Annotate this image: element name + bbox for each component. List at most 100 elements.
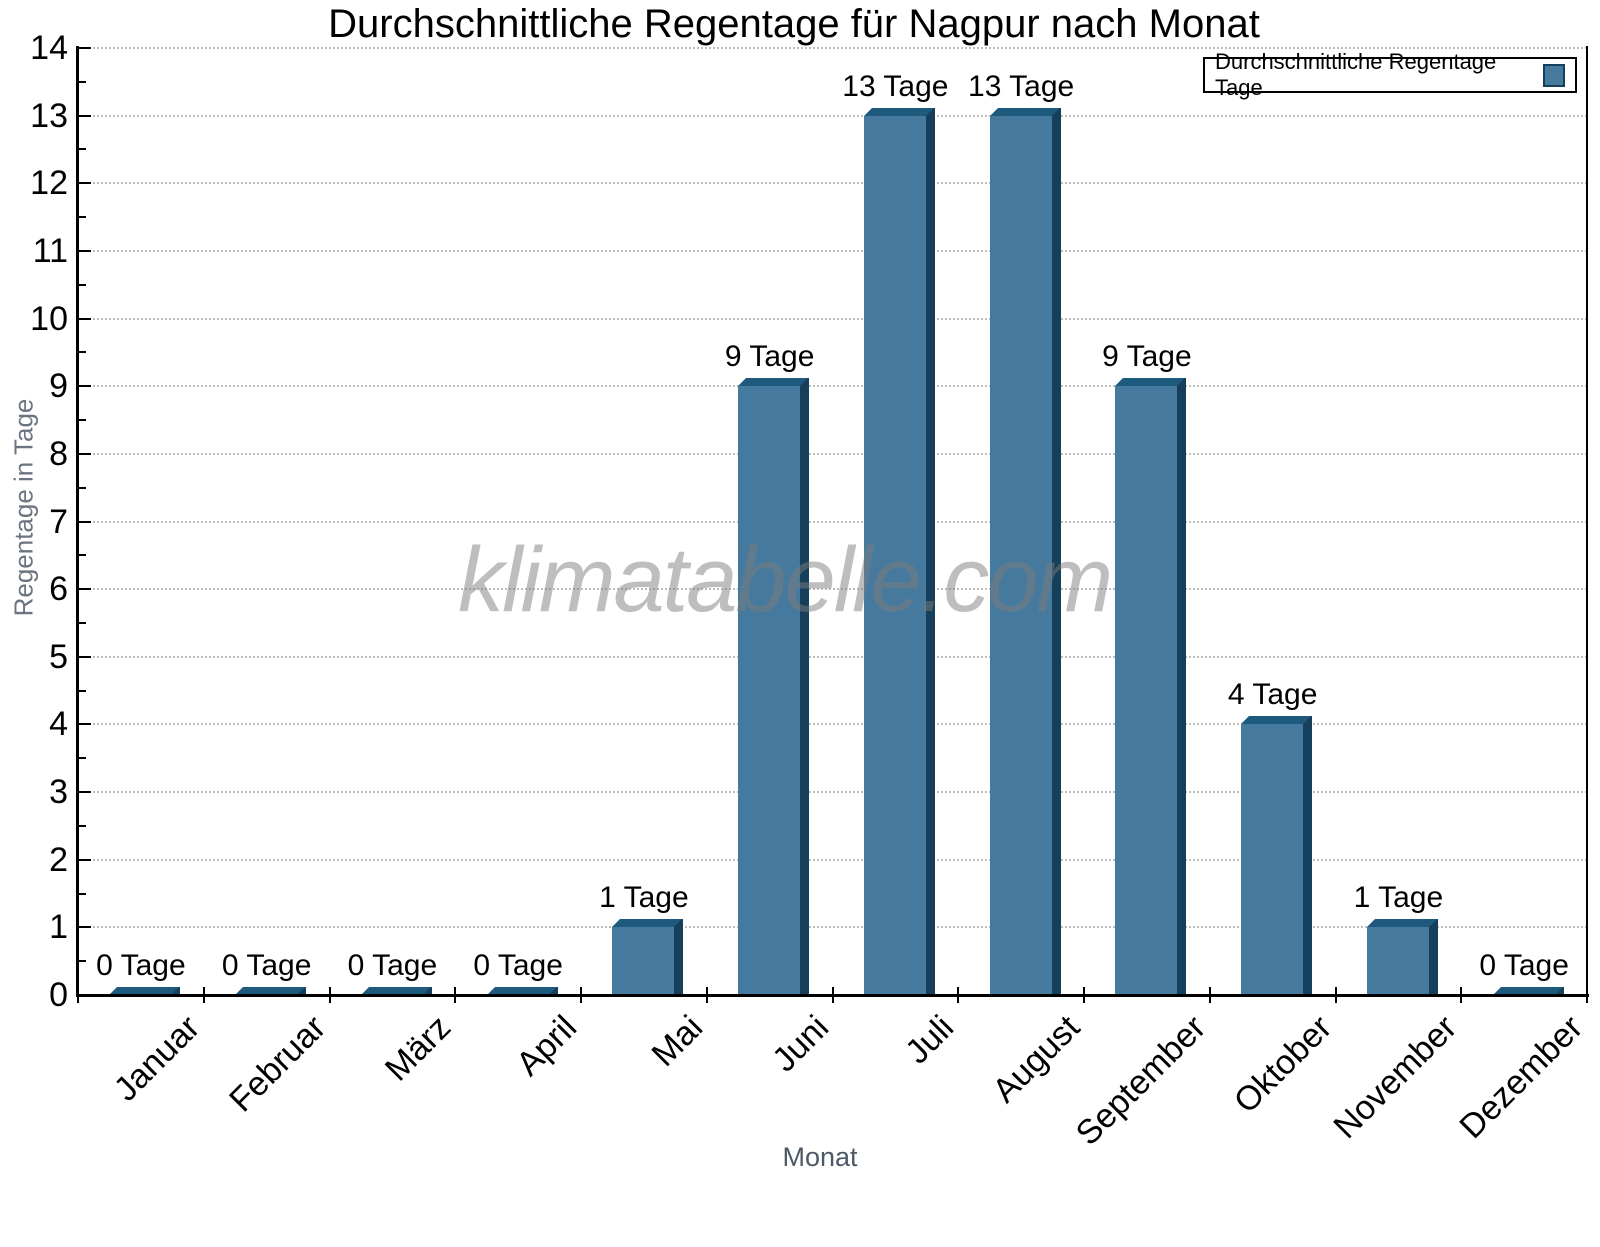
y-tick-label: 14: [30, 29, 68, 67]
y-tick-label: 11: [32, 231, 68, 270]
bar-side-face: [1303, 716, 1313, 995]
y-major-tick: [78, 994, 91, 996]
bar: [1241, 724, 1304, 995]
bar-side-face: [1554, 987, 1564, 995]
y-gridline: [78, 114, 1587, 117]
x-tick: [580, 987, 582, 1003]
y-gridline: [78, 520, 1587, 523]
bar: [989, 115, 1052, 995]
y-gridline: [78, 385, 1587, 388]
y-tick-label: 9: [49, 367, 68, 406]
y-gridline: [78, 317, 1587, 320]
x-tick: [1586, 987, 1588, 1003]
bar-side-face: [297, 987, 307, 995]
y-minor-tick: [78, 757, 86, 760]
bar-side-face: [1051, 107, 1061, 995]
y-major-tick: [78, 249, 91, 252]
legend-label: Durchschnittliche Regentage Tage: [1215, 49, 1497, 100]
x-tick: [831, 987, 834, 1003]
x-tick: [454, 987, 457, 1003]
y-tick-label: 2: [49, 840, 68, 879]
y-gridline: [78, 249, 1587, 252]
y-minor-tick: [78, 689, 86, 692]
bar: [1115, 386, 1178, 995]
x-category-label: November: [1326, 1008, 1465, 1147]
y-major-tick: [78, 588, 91, 591]
y-tick-label: 1: [49, 908, 68, 947]
bar-side-face: [171, 987, 181, 995]
bar: [612, 927, 675, 995]
x-category-label: Februar: [221, 1008, 333, 1120]
y-tick-label: 7: [49, 502, 68, 541]
y-major-tick: [78, 47, 91, 49]
bar-side-face: [674, 919, 684, 995]
x-category-label: Dezember: [1452, 1008, 1591, 1147]
x-tick: [1334, 987, 1337, 1003]
y-minor-tick: [78, 351, 86, 354]
y-gridline: [78, 182, 1587, 185]
legend-swatch-icon: [1543, 63, 1565, 87]
y-tick-label: 0: [49, 976, 68, 1014]
y-major-tick: [78, 926, 91, 929]
y-tick-label: 6: [49, 570, 68, 609]
y-major-tick: [78, 723, 91, 726]
x-tick: [328, 987, 331, 1003]
bar-top-face: [989, 107, 1060, 116]
x-tick: [1460, 987, 1463, 1003]
y-gridline: [78, 47, 1587, 49]
y-tick-label: 8: [49, 434, 68, 473]
bar-top-face: [1366, 919, 1437, 928]
y-tick-label: 10: [30, 299, 68, 338]
y-tick-label: 12: [30, 164, 68, 203]
bar-value-label: 9 Tage: [724, 340, 815, 374]
bar-value-label: 9 Tage: [1102, 340, 1192, 374]
bar-side-face: [548, 987, 558, 995]
bar-value-label: 1 Tage: [599, 881, 689, 915]
y-tick-label: 3: [49, 773, 68, 812]
bar-value-label: 0 Tage: [96, 949, 186, 982]
y-minor-tick: [78, 486, 86, 489]
y-major-tick: [78, 858, 91, 861]
y-gridline: [78, 723, 1587, 726]
y-gridline: [78, 655, 1587, 658]
y-major-tick: [78, 452, 91, 455]
bar-value-label: 4 Tage: [1227, 678, 1318, 712]
y-major-tick: [78, 791, 91, 794]
y-major-tick: [78, 385, 91, 388]
bar-top-face: [1241, 716, 1312, 725]
y-gridline: [78, 588, 1587, 591]
plot-right-border: [1586, 46, 1588, 997]
x-category-label: April: [509, 1008, 585, 1084]
x-tick: [957, 987, 960, 1003]
bar-side-face: [800, 378, 810, 995]
y-gridline: [78, 858, 1587, 861]
x-tick: [1208, 987, 1211, 1003]
y-gridline: [78, 926, 1587, 929]
rain-days-bar-chart: Durchschnittliche Regentage für Nagpur n…: [9, 2, 1591, 1172]
x-category-label: August: [985, 1008, 1088, 1111]
x-category-label: März: [378, 1008, 459, 1089]
y-major-tick: [78, 317, 91, 320]
y-minor-tick: [78, 824, 86, 827]
watermark: klimatabelle.com: [458, 529, 1113, 631]
x-axis-title: Monat: [782, 1142, 858, 1172]
y-minor-tick: [78, 621, 86, 624]
bar-value-label: 0 Tage: [1479, 949, 1569, 982]
y-minor-tick: [78, 80, 86, 83]
bar-side-face: [422, 987, 432, 995]
y-gridline: [78, 791, 1587, 794]
y-minor-tick: [78, 148, 86, 151]
y-minor-tick: [78, 554, 86, 557]
bar: [1366, 927, 1429, 995]
y-minor-tick: [78, 283, 86, 286]
x-category-label: September: [1068, 1008, 1214, 1153]
bar-side-face: [925, 107, 935, 995]
bar-value-label: 0 Tage: [347, 949, 438, 982]
bar: [863, 115, 926, 995]
x-category-label: Juni: [764, 1008, 836, 1080]
y-minor-tick: [78, 216, 86, 219]
x-tick: [705, 987, 708, 1003]
y-tick-label: 5: [49, 637, 68, 676]
x-category-label: Oktober: [1226, 1008, 1339, 1121]
x-tick: [202, 987, 205, 1003]
